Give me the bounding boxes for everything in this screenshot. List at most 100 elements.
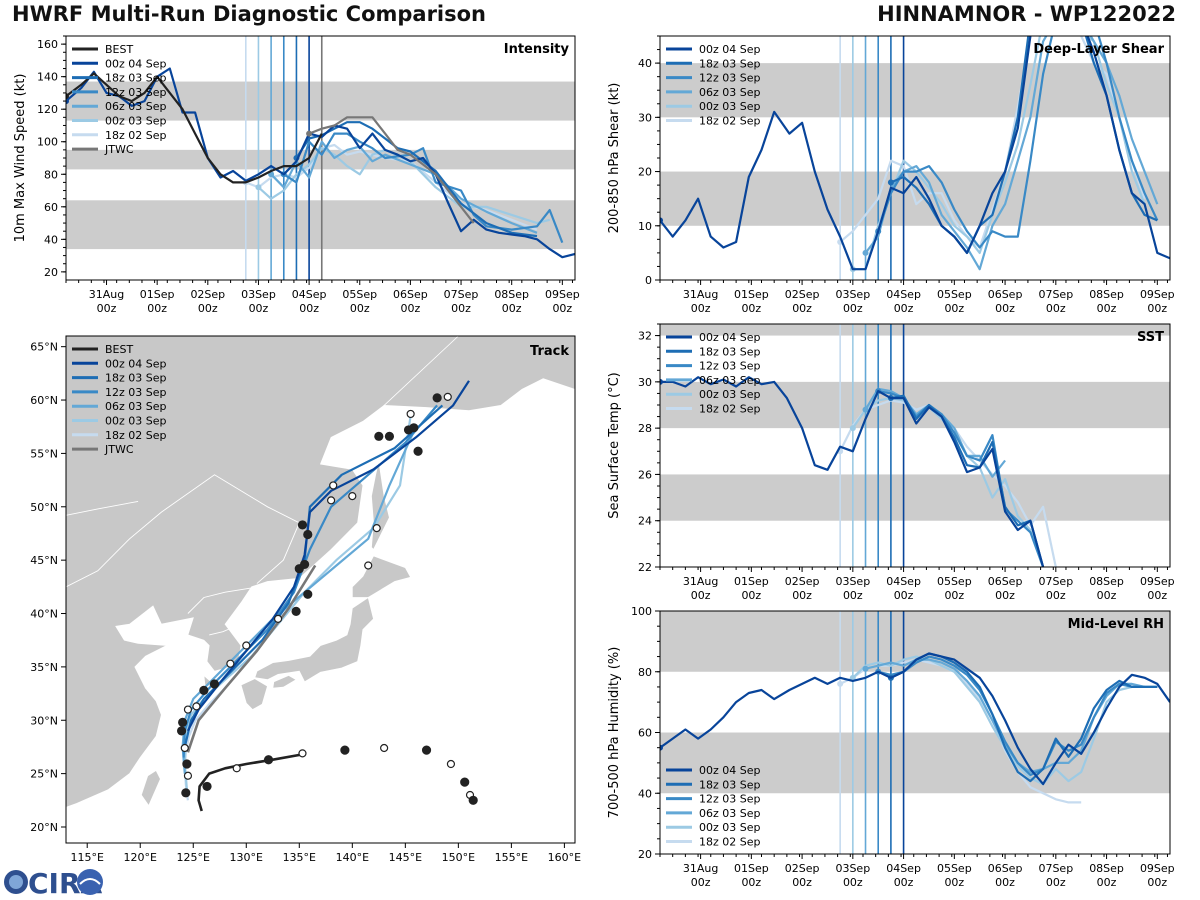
shear-xtick-label-hour: 00z (1097, 302, 1117, 315)
intensity-xtick-label-hour: 00z (249, 302, 269, 315)
sst-xtick-label-date: 07Sep (1038, 575, 1073, 588)
intensity-xtick-label-hour: 00z (502, 302, 522, 315)
intensity-xtick-label-date: 02Sep (190, 288, 225, 301)
track-marker (297, 520, 308, 530)
track-ytick-label: 40°N (30, 608, 58, 621)
shear-ytick-label: 10 (638, 220, 652, 233)
rh-xtick-label-hour: 00z (691, 876, 711, 889)
rh-series-line (852, 655, 1145, 786)
track-marker (406, 409, 415, 419)
logo-badge-icon (77, 869, 103, 895)
rh-xtick-label-date: 31Aug (683, 862, 718, 875)
track-marker (372, 524, 381, 533)
track-marker (181, 788, 191, 798)
logo-globe-inner (9, 875, 23, 889)
rh-xtick-label-date: 04Sep (886, 862, 921, 875)
track-line (186, 564, 317, 753)
shear-ytick-label: 20 (638, 166, 652, 179)
track-legend-label: 12z 03 Sep (105, 386, 167, 399)
land-taiwan (140, 769, 161, 807)
intensity-legend-label: 12z 03 Sep (105, 86, 167, 99)
track-ytick-label: 55°N (30, 447, 58, 460)
intensity-xtick-label-date: 05Sep (342, 288, 377, 301)
track-marker (384, 431, 395, 441)
intensity-xtick-label-date: 06Sep (393, 288, 428, 301)
land-hokkaido (351, 555, 412, 598)
track-marker (409, 423, 419, 433)
track-marker (209, 679, 220, 689)
shear-xtick-label-hour: 00z (1147, 302, 1167, 315)
track-marker (182, 759, 192, 769)
sst-series-line (660, 376, 1045, 567)
intensity-series-init-marker (306, 130, 313, 137)
border-korea-dmz (209, 628, 231, 636)
rh-ytick-label: 80 (638, 666, 652, 679)
track-ytick-label: 35°N (30, 661, 58, 674)
track-legend-label: BEST (105, 343, 133, 356)
track-marker (183, 705, 193, 714)
shear-xtick-label-date: 05Sep (937, 288, 972, 301)
rh-xtick-label-date: 09Sep (1140, 862, 1175, 875)
shear-xtick-label-date: 06Sep (988, 288, 1023, 301)
shear-ytick-label: 30 (638, 111, 652, 124)
track-ytick-label: 65°N (30, 341, 58, 354)
sst-ytick-label: 30 (638, 376, 652, 389)
intensity-series-init-marker (255, 184, 262, 191)
sst-ytick-label: 24 (638, 515, 652, 528)
sst-xtick-label-hour: 00z (741, 589, 761, 602)
track-xtick-label: 155°E (495, 851, 528, 864)
rh-legend-label: 06z 03 Sep (699, 807, 761, 820)
intensity-panel-label: Intensity (504, 42, 570, 57)
track-marker (340, 745, 350, 755)
rh-xtick-label-date: 08Sep (1089, 862, 1124, 875)
shear-xtick-label-date: 08Sep (1089, 288, 1124, 301)
track-marker (299, 559, 310, 570)
land-kyushu (240, 678, 268, 711)
rh-ylabel: 700-500 hPa Humidity (%) (607, 647, 622, 819)
track-line (186, 380, 470, 732)
shear-xtick-label-hour: 00z (995, 302, 1015, 315)
rh-xtick-label-date: 01Sep (734, 862, 769, 875)
logo-badge-wave (79, 878, 101, 885)
track-ytick-label: 30°N (30, 714, 58, 727)
track-legend-label: 00z 04 Sep (105, 357, 167, 370)
sst-band (660, 324, 1170, 336)
rh-xtick-label-hour: 00z (894, 876, 914, 889)
intensity-xtick-label-date: 09Sep (545, 288, 580, 301)
sst-xtick-label-date: 05Sep (937, 575, 972, 588)
intensity-series-line (257, 147, 550, 225)
sst-ytick-label: 22 (638, 561, 652, 574)
sst-xtick-label-hour: 00z (843, 589, 863, 602)
track-xtick-label: 125°E (177, 851, 210, 864)
track-ytick-label: 45°N (30, 554, 58, 567)
intensity-xtick-label-hour: 00z (350, 302, 370, 315)
intensity-legend-label: BEST (105, 43, 133, 56)
track-marker (178, 717, 188, 727)
track-marker (432, 393, 442, 403)
rh-legend-label: 18z 02 Sep (699, 836, 761, 849)
rh-series-init-marker (862, 665, 869, 672)
sst-xtick-label-date: 02Sep (785, 575, 820, 588)
intensity-xtick-label-hour: 00z (552, 302, 572, 315)
track-xtick-label: 115°E (70, 851, 103, 864)
track-panel: 115°E 120°E 125°E 130°E 135°E 140°E 145°E 150°E… (30, 335, 581, 864)
track-marker (176, 726, 187, 736)
track-marker (468, 795, 478, 805)
sst-xtick-label-date: 01Sep (734, 575, 769, 588)
sst-band (660, 474, 1170, 521)
shear-legend-label: 18z 03 Sep (699, 57, 761, 70)
track-marker (273, 614, 283, 623)
track-legend-label: 18z 03 Sep (105, 372, 167, 385)
intensity-xtick-label-hour: 00z (401, 302, 421, 315)
track-marker (199, 685, 209, 695)
sst-frame (659, 323, 1171, 568)
track-marker (183, 771, 193, 780)
shear-ylabel: 200-850 hPa Shear (kt) (607, 83, 622, 234)
rh-panel: 2040608010031Aug00z01Sep00z02Sep00z03Sep… (607, 605, 1175, 889)
intensity-legend-label: JTWC (104, 143, 134, 156)
shear-xtick-label-date: 03Sep (835, 288, 870, 301)
sst-xtick-label-date: 03Sep (835, 575, 870, 588)
intensity-xtick-label-date: 07Sep (444, 288, 479, 301)
sst-legend-label: 18z 02 Sep (699, 403, 761, 416)
track-marker (374, 431, 384, 441)
